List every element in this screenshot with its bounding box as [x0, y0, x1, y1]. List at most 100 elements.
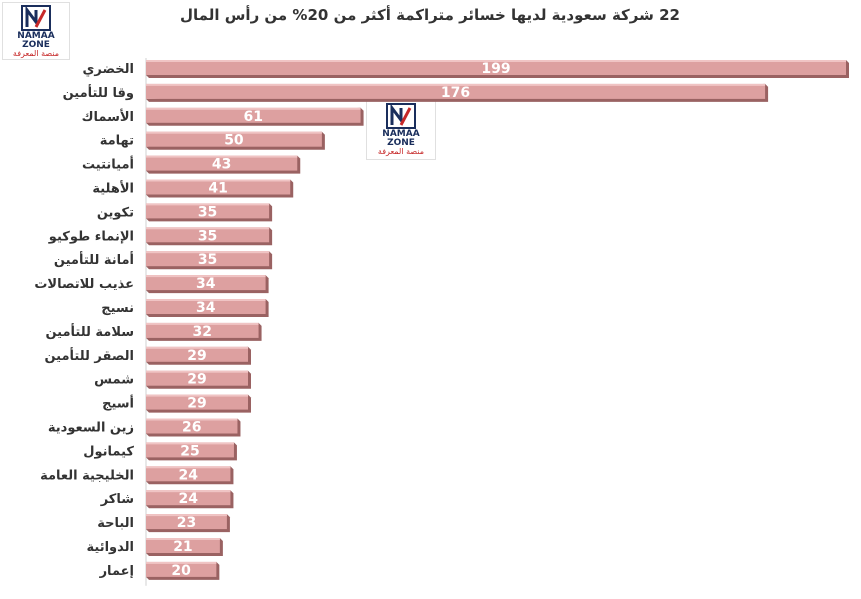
- bar-highlight: [146, 490, 231, 493]
- bar: [146, 514, 227, 530]
- category-label: إعمار: [99, 564, 134, 579]
- bar-group: 50 تهامة: [100, 131, 325, 150]
- category-label: شاكر: [100, 492, 134, 507]
- bar: [146, 394, 249, 410]
- bar-group: 35 الإنماء طوكيو: [48, 227, 273, 246]
- bar-highlight: [146, 442, 234, 445]
- bar-value-label: 26: [182, 420, 201, 436]
- bar-group: 24 الخليجية العامة: [40, 466, 234, 485]
- bar-highlight: [146, 227, 270, 230]
- bar-group: 34 نسيج: [101, 299, 269, 317]
- bar-group: 61 الأسماك: [82, 107, 364, 126]
- bar: [146, 299, 266, 314]
- bar-group: 34 عذيب للاتصالات: [34, 275, 269, 294]
- bar-highlight: [146, 394, 249, 397]
- bar: [146, 370, 249, 386]
- bar-value-label: 50: [224, 133, 244, 149]
- bar-value-label: 43: [212, 157, 231, 173]
- bar: [146, 203, 270, 219]
- bar: [146, 275, 266, 291]
- bar-value-label: 34: [196, 300, 216, 316]
- namaa-zone-logo-icon: [21, 5, 51, 31]
- bar: [146, 227, 270, 243]
- category-label: الخضري: [82, 62, 134, 77]
- category-label: أمانة للتأمين: [54, 251, 134, 268]
- category-label: الإنماء طوكيو: [48, 229, 134, 244]
- bar-group: 32 سلامة للتأمين: [45, 322, 262, 341]
- category-label: الأهلية: [92, 180, 134, 197]
- bar-group: 35 أمانة للتأمين: [54, 251, 273, 270]
- bar-highlight: [146, 83, 766, 86]
- bar-group: 25 كيمانول: [83, 442, 237, 461]
- category-label: كيمانول: [83, 444, 134, 459]
- bar: [146, 179, 291, 195]
- bar-group: 24 شاكر: [100, 490, 234, 509]
- bar-group: 35 تكوين: [97, 203, 273, 222]
- bar-value-label: 24: [178, 491, 198, 507]
- bar: [146, 490, 231, 506]
- bar-group: 176 وقا للتأمين: [63, 83, 769, 102]
- bar-highlight: [146, 251, 270, 254]
- bar-value-label: 35: [198, 252, 217, 268]
- bar-highlight: [146, 203, 270, 206]
- bar-group: 29 الصقر للتأمين: [44, 346, 252, 365]
- bar-highlight: [146, 107, 361, 110]
- category-label: تكوين: [97, 205, 134, 220]
- bar: [146, 418, 238, 434]
- bar: [146, 466, 231, 482]
- bar-value-label: 199: [481, 61, 510, 77]
- category-label: شمس: [94, 373, 134, 388]
- bar-value-label: 176: [441, 85, 470, 101]
- bar: [146, 251, 270, 267]
- bar-highlight: [146, 514, 227, 517]
- category-label: الدوائية: [87, 540, 134, 555]
- category-label: سلامة للتأمين: [45, 323, 134, 340]
- bar-value-label: 41: [208, 181, 227, 197]
- bar-value-label: 23: [177, 515, 196, 531]
- namaa-zone-watermark-icon: [386, 103, 416, 129]
- bar: [146, 538, 220, 553]
- bar-group: 23 الباحة: [97, 514, 230, 533]
- namaa-zone-watermark: NAMAA ZONE منصة المعرفة: [366, 100, 436, 160]
- bar-group: 43 أميانتيت: [82, 155, 301, 174]
- bar-highlight: [146, 60, 846, 62]
- bar-group: 20 إعمار: [99, 561, 220, 580]
- bar: [146, 322, 259, 338]
- bar-highlight: [146, 561, 217, 564]
- category-label: عذيب للاتصالات: [34, 277, 134, 292]
- bar-value-label: 61: [244, 109, 263, 125]
- bar-highlight: [146, 538, 220, 540]
- bar: [146, 346, 249, 362]
- bar-value-label: 29: [187, 348, 206, 364]
- watermark-tagline: منصة المعرفة: [377, 147, 425, 156]
- bar-highlight: [146, 322, 259, 325]
- bar-highlight: [146, 179, 291, 182]
- bar-group: 29 أسيج: [102, 394, 252, 413]
- bar-highlight: [146, 275, 266, 278]
- bar-value-label: 25: [180, 443, 199, 459]
- bar-group: 29 شمس: [94, 370, 252, 389]
- logo-tagline: منصة المعرفة: [12, 49, 60, 58]
- category-label: نسيج: [101, 301, 134, 316]
- namaa-zone-logo: NAMAA ZONE منصة المعرفة: [2, 2, 70, 60]
- bar: [146, 60, 846, 75]
- bar-highlight: [146, 370, 249, 373]
- category-label: الصقر للتأمين: [44, 347, 134, 364]
- bar-group: 26 زين السعودية: [48, 418, 241, 437]
- bar-value-label: 29: [187, 372, 206, 388]
- category-label: وقا للتأمين: [63, 84, 134, 101]
- bar: [146, 83, 766, 99]
- bar-group: 199 الخضري: [82, 60, 849, 78]
- bar: [146, 107, 361, 123]
- bar-group: 21 الدوائية: [87, 538, 223, 556]
- bar-highlight: [146, 299, 266, 301]
- bar-highlight: [146, 418, 238, 421]
- bar-highlight: [146, 131, 322, 134]
- category-label: أسيج: [102, 395, 134, 412]
- bar-highlight: [146, 466, 231, 469]
- chart-title: 22 شركة سعودية لديها خسائر متراكمة أكثر …: [180, 6, 680, 24]
- bar-group: 41 الأهلية: [92, 179, 294, 198]
- bar-value-label: 34: [196, 276, 216, 292]
- watermark-brand: NAMAA ZONE: [382, 129, 420, 148]
